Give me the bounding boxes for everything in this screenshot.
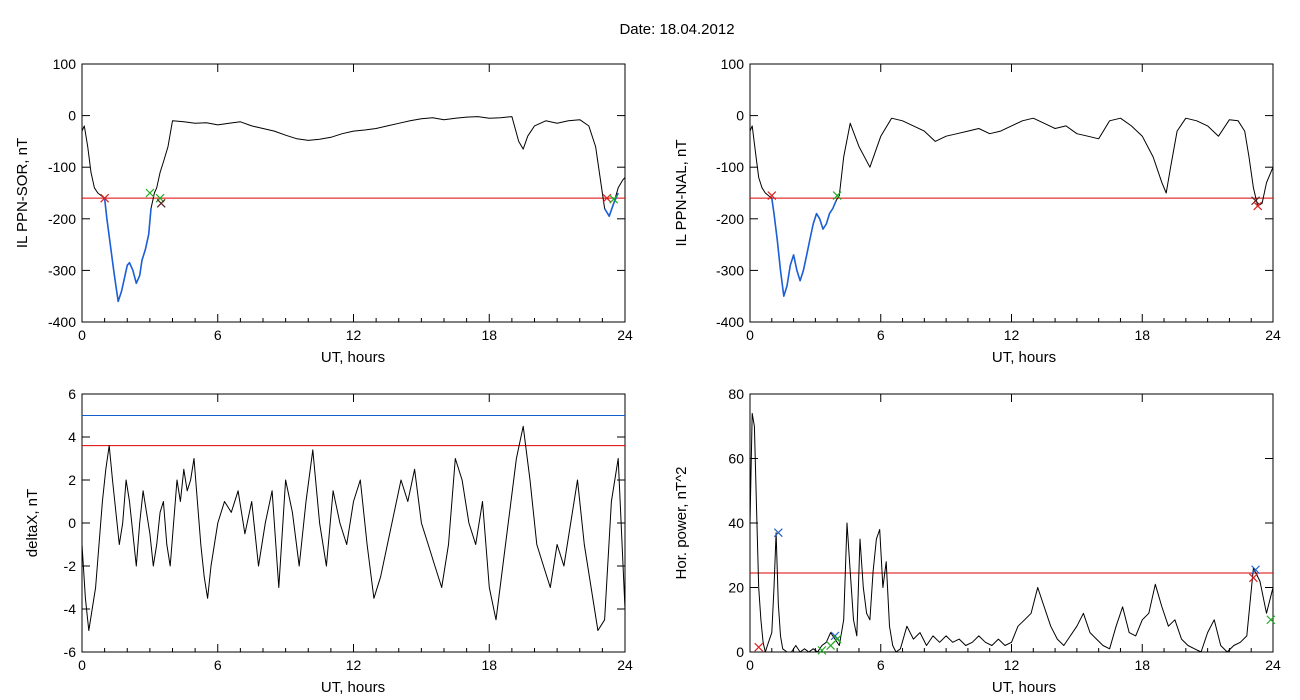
y-tick-label: -400 <box>48 314 76 330</box>
y-tick-label: -200 <box>48 211 76 227</box>
figure-title: Date: 18.04.2012 <box>619 21 734 38</box>
y-tick-label: 40 <box>728 515 744 531</box>
x-tick-label: 24 <box>617 327 633 343</box>
data-series-line <box>81 425 626 631</box>
y-tick-label: 80 <box>728 386 744 402</box>
x-tick-label: 12 <box>1004 327 1020 343</box>
event-marker <box>754 642 764 652</box>
plot-frame <box>749 393 1274 653</box>
event-marker <box>155 193 165 203</box>
event-marker <box>145 188 155 198</box>
event-marker <box>832 191 842 201</box>
y-tick-label: -6 <box>64 644 77 660</box>
highlighted-segment <box>103 198 152 303</box>
x-tick-label: 6 <box>877 657 885 673</box>
x-tick-label: 12 <box>1004 657 1020 673</box>
y-axis-label: deltaX, nT <box>24 489 41 557</box>
data-series-line <box>749 117 1274 297</box>
y-tick-label: 6 <box>68 386 76 402</box>
plot-frame <box>81 393 626 653</box>
x-tick-label: 18 <box>481 327 497 343</box>
y-tick-label: -100 <box>48 159 76 175</box>
y-tick-label: 60 <box>728 451 744 467</box>
event-marker <box>100 193 110 203</box>
x-axis-label: UT, hours <box>321 679 385 696</box>
y-axis-label: IL PPN-SOR, nT <box>14 138 31 248</box>
y-tick-label: 2 <box>68 472 76 488</box>
event-marker <box>1248 573 1258 583</box>
x-tick-label: 24 <box>617 657 633 673</box>
data-series-line <box>749 412 1274 653</box>
y-tick-label: -400 <box>716 314 744 330</box>
x-tick-label: 0 <box>746 327 754 343</box>
event-marker <box>1251 196 1260 206</box>
x-tick-label: 18 <box>1134 657 1150 673</box>
y-tick-label: 0 <box>68 108 76 124</box>
x-tick-label: 24 <box>1265 327 1281 343</box>
panel-hor-power: UT, hours Hor. power, nT^2 0 6 12 18 24 0 20 40… <box>673 386 1281 696</box>
plot-frame <box>81 63 626 323</box>
highlighted-segment <box>771 198 837 298</box>
event-marker <box>156 198 166 208</box>
event-marker <box>767 191 777 201</box>
y-tick-label: -100 <box>716 159 744 175</box>
y-axis-label: Hor. power, nT^2 <box>673 467 690 580</box>
x-tick-label: 12 <box>346 657 362 673</box>
x-axis-label: UT, hours <box>321 349 385 366</box>
x-axis-label: UT, hours <box>992 349 1056 366</box>
event-marker <box>817 645 827 655</box>
x-tick-label: 18 <box>1134 327 1150 343</box>
event-marker <box>832 634 842 644</box>
event-marker <box>1266 615 1276 625</box>
x-tick-label: 6 <box>877 327 885 343</box>
y-tick-label: -300 <box>716 262 744 278</box>
x-tick-label: 0 <box>78 327 86 343</box>
y-axis-label: IL PPN-NAL, nT <box>673 140 690 247</box>
y-tick-label: -300 <box>48 262 76 278</box>
x-tick-label: 12 <box>346 327 362 343</box>
event-marker <box>773 528 783 538</box>
y-tick-label: 20 <box>728 580 744 596</box>
x-tick-label: 6 <box>214 657 222 673</box>
data-series-line <box>81 116 626 302</box>
event-marker <box>1251 565 1260 575</box>
y-tick-label: 4 <box>68 429 76 445</box>
x-tick-label: 24 <box>1265 657 1281 673</box>
x-tick-label: 6 <box>214 327 222 343</box>
event-marker <box>609 194 619 204</box>
plot-frame <box>749 63 1274 323</box>
y-tick-label: -200 <box>716 211 744 227</box>
y-tick-label: -4 <box>64 601 77 617</box>
panel-il-ppn-nal: UT, hours IL PPN-NAL, nT 0 6 12 18 24 -400 -30… <box>673 56 1281 366</box>
x-axis-label: UT, hours <box>992 679 1056 696</box>
highlighted-segment <box>603 192 619 217</box>
y-tick-label: 100 <box>721 56 745 72</box>
y-tick-label: 100 <box>53 56 77 72</box>
x-tick-label: 0 <box>78 657 86 673</box>
x-tick-label: 0 <box>746 657 754 673</box>
x-tick-label: 18 <box>481 657 497 673</box>
y-tick-label: -2 <box>64 558 77 574</box>
panel-il-ppn-sor: UT, hours IL PPN-SOR, nT 0 6 12 18 24 -400 -30… <box>14 56 633 366</box>
event-marker <box>1253 201 1263 211</box>
y-tick-label: 0 <box>736 108 744 124</box>
y-tick-label: 0 <box>736 644 744 660</box>
y-tick-label: 0 <box>68 515 76 531</box>
